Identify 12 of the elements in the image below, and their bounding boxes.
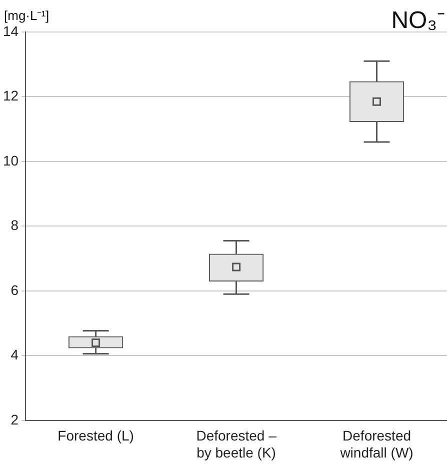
x-tick-label: Forested (L)	[58, 428, 134, 444]
y-axis-title: [mg·L⁻¹]	[4, 7, 50, 24]
y-tick-label: 14	[2, 22, 19, 39]
x-tick-label: Deforested – by beetle (K)	[196, 428, 277, 460]
y-tick-label: 2	[10, 411, 19, 428]
x-tick-label: Deforested windfall (W)	[339, 428, 414, 460]
y-tick-label: 10	[2, 152, 19, 168]
chart-title: NO₃⁻	[391, 6, 445, 35]
y-tick-label: 4	[10, 346, 19, 363]
y-tick-label: 12	[2, 88, 19, 104]
y-tick-label: 6	[10, 282, 19, 298]
y-tick-label: 8	[10, 217, 19, 234]
